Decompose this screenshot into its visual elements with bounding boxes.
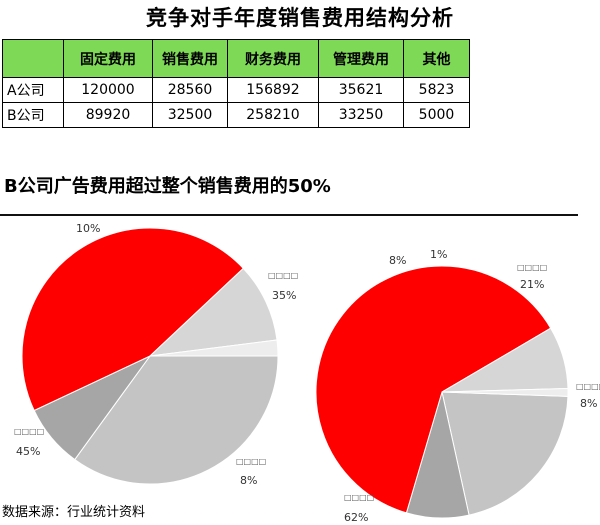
pie-slice-0: [74, 355, 279, 485]
header-other: 其他: [403, 39, 470, 78]
pie-slice-0: [441, 391, 569, 516]
pie-chart-a: □□□□ 35% □□□□ 8% □□□□ 45% 10%: [14, 222, 298, 487]
table-cell: 33250: [318, 102, 404, 128]
slice-value-label: 62%: [344, 511, 368, 524]
pie-slice-4: [441, 387, 569, 397]
header-management-cost: 管理费用: [318, 39, 404, 78]
section-divider: [0, 214, 578, 216]
slice-value-label: 21%: [520, 278, 544, 291]
cost-table: 固定费用 销售费用 财务费用 管理费用 其他 A公司 120000 28560 …: [2, 39, 470, 128]
chart-title: 竞争对手年度销售费用结构分析: [146, 6, 454, 30]
slice-value-label: 45%: [16, 445, 40, 458]
slice-value-label: 8%: [389, 254, 406, 267]
data-source-note: 数据来源：行业统计资料: [2, 505, 146, 520]
row-label: A公司: [2, 77, 64, 103]
table-corner-cell: [2, 39, 64, 78]
table-cell: 5823: [403, 77, 470, 103]
table-cell: 156892: [227, 77, 319, 103]
slice-category-label: □□□□: [14, 427, 44, 436]
table-cell: 35621: [318, 77, 404, 103]
pie-slice-3: [148, 267, 278, 357]
slice-value-label: 1%: [430, 248, 447, 261]
table-cell: 258210: [227, 102, 319, 128]
table-row: A公司 120000 28560 156892 35621 5823: [2, 77, 470, 103]
pie-slice-4: [149, 339, 279, 357]
slice-category-label: □□□□: [576, 382, 600, 391]
pie-chart-b: □□□□ 21% □□□□ 8% □□□□ 62% 8% 1%: [315, 248, 600, 524]
pie-charts: □□□□35%□□□□8%□□□□45%10% □□□□21%□□□□8%□□□…: [14, 222, 600, 524]
table-cell: 120000: [63, 77, 153, 103]
pie-slice-2: [315, 265, 552, 514]
table-cell: 32500: [152, 102, 228, 128]
section-subtitle: B公司广告费用超过整个销售费用的50%: [4, 176, 331, 197]
table-cell: 5000: [403, 102, 470, 128]
slice-category-label: □□□□: [268, 271, 298, 280]
pie-slice-2: [21, 227, 245, 412]
table-row: B公司 89920 32500 258210 33250 5000: [2, 102, 470, 128]
slice-category-label: □□□□: [344, 493, 374, 502]
slice-value-label: 8%: [580, 397, 597, 410]
header-finance-cost: 财务费用: [227, 39, 319, 78]
slice-category-label: □□□□: [517, 263, 547, 272]
table-header-row: 固定费用 销售费用 财务费用 管理费用 其他: [2, 39, 470, 78]
row-label: B公司: [2, 102, 64, 128]
slice-category-label: □□□□: [236, 457, 266, 466]
header-fixed-cost: 固定费用: [63, 39, 153, 78]
slice-value-label: 10%: [76, 222, 100, 235]
table-cell: 89920: [63, 102, 153, 128]
table-cell: 28560: [152, 77, 228, 103]
header-sales-cost: 销售费用: [152, 39, 228, 78]
slice-value-label: 35%: [272, 289, 296, 302]
slice-value-label: 8%: [240, 474, 257, 487]
